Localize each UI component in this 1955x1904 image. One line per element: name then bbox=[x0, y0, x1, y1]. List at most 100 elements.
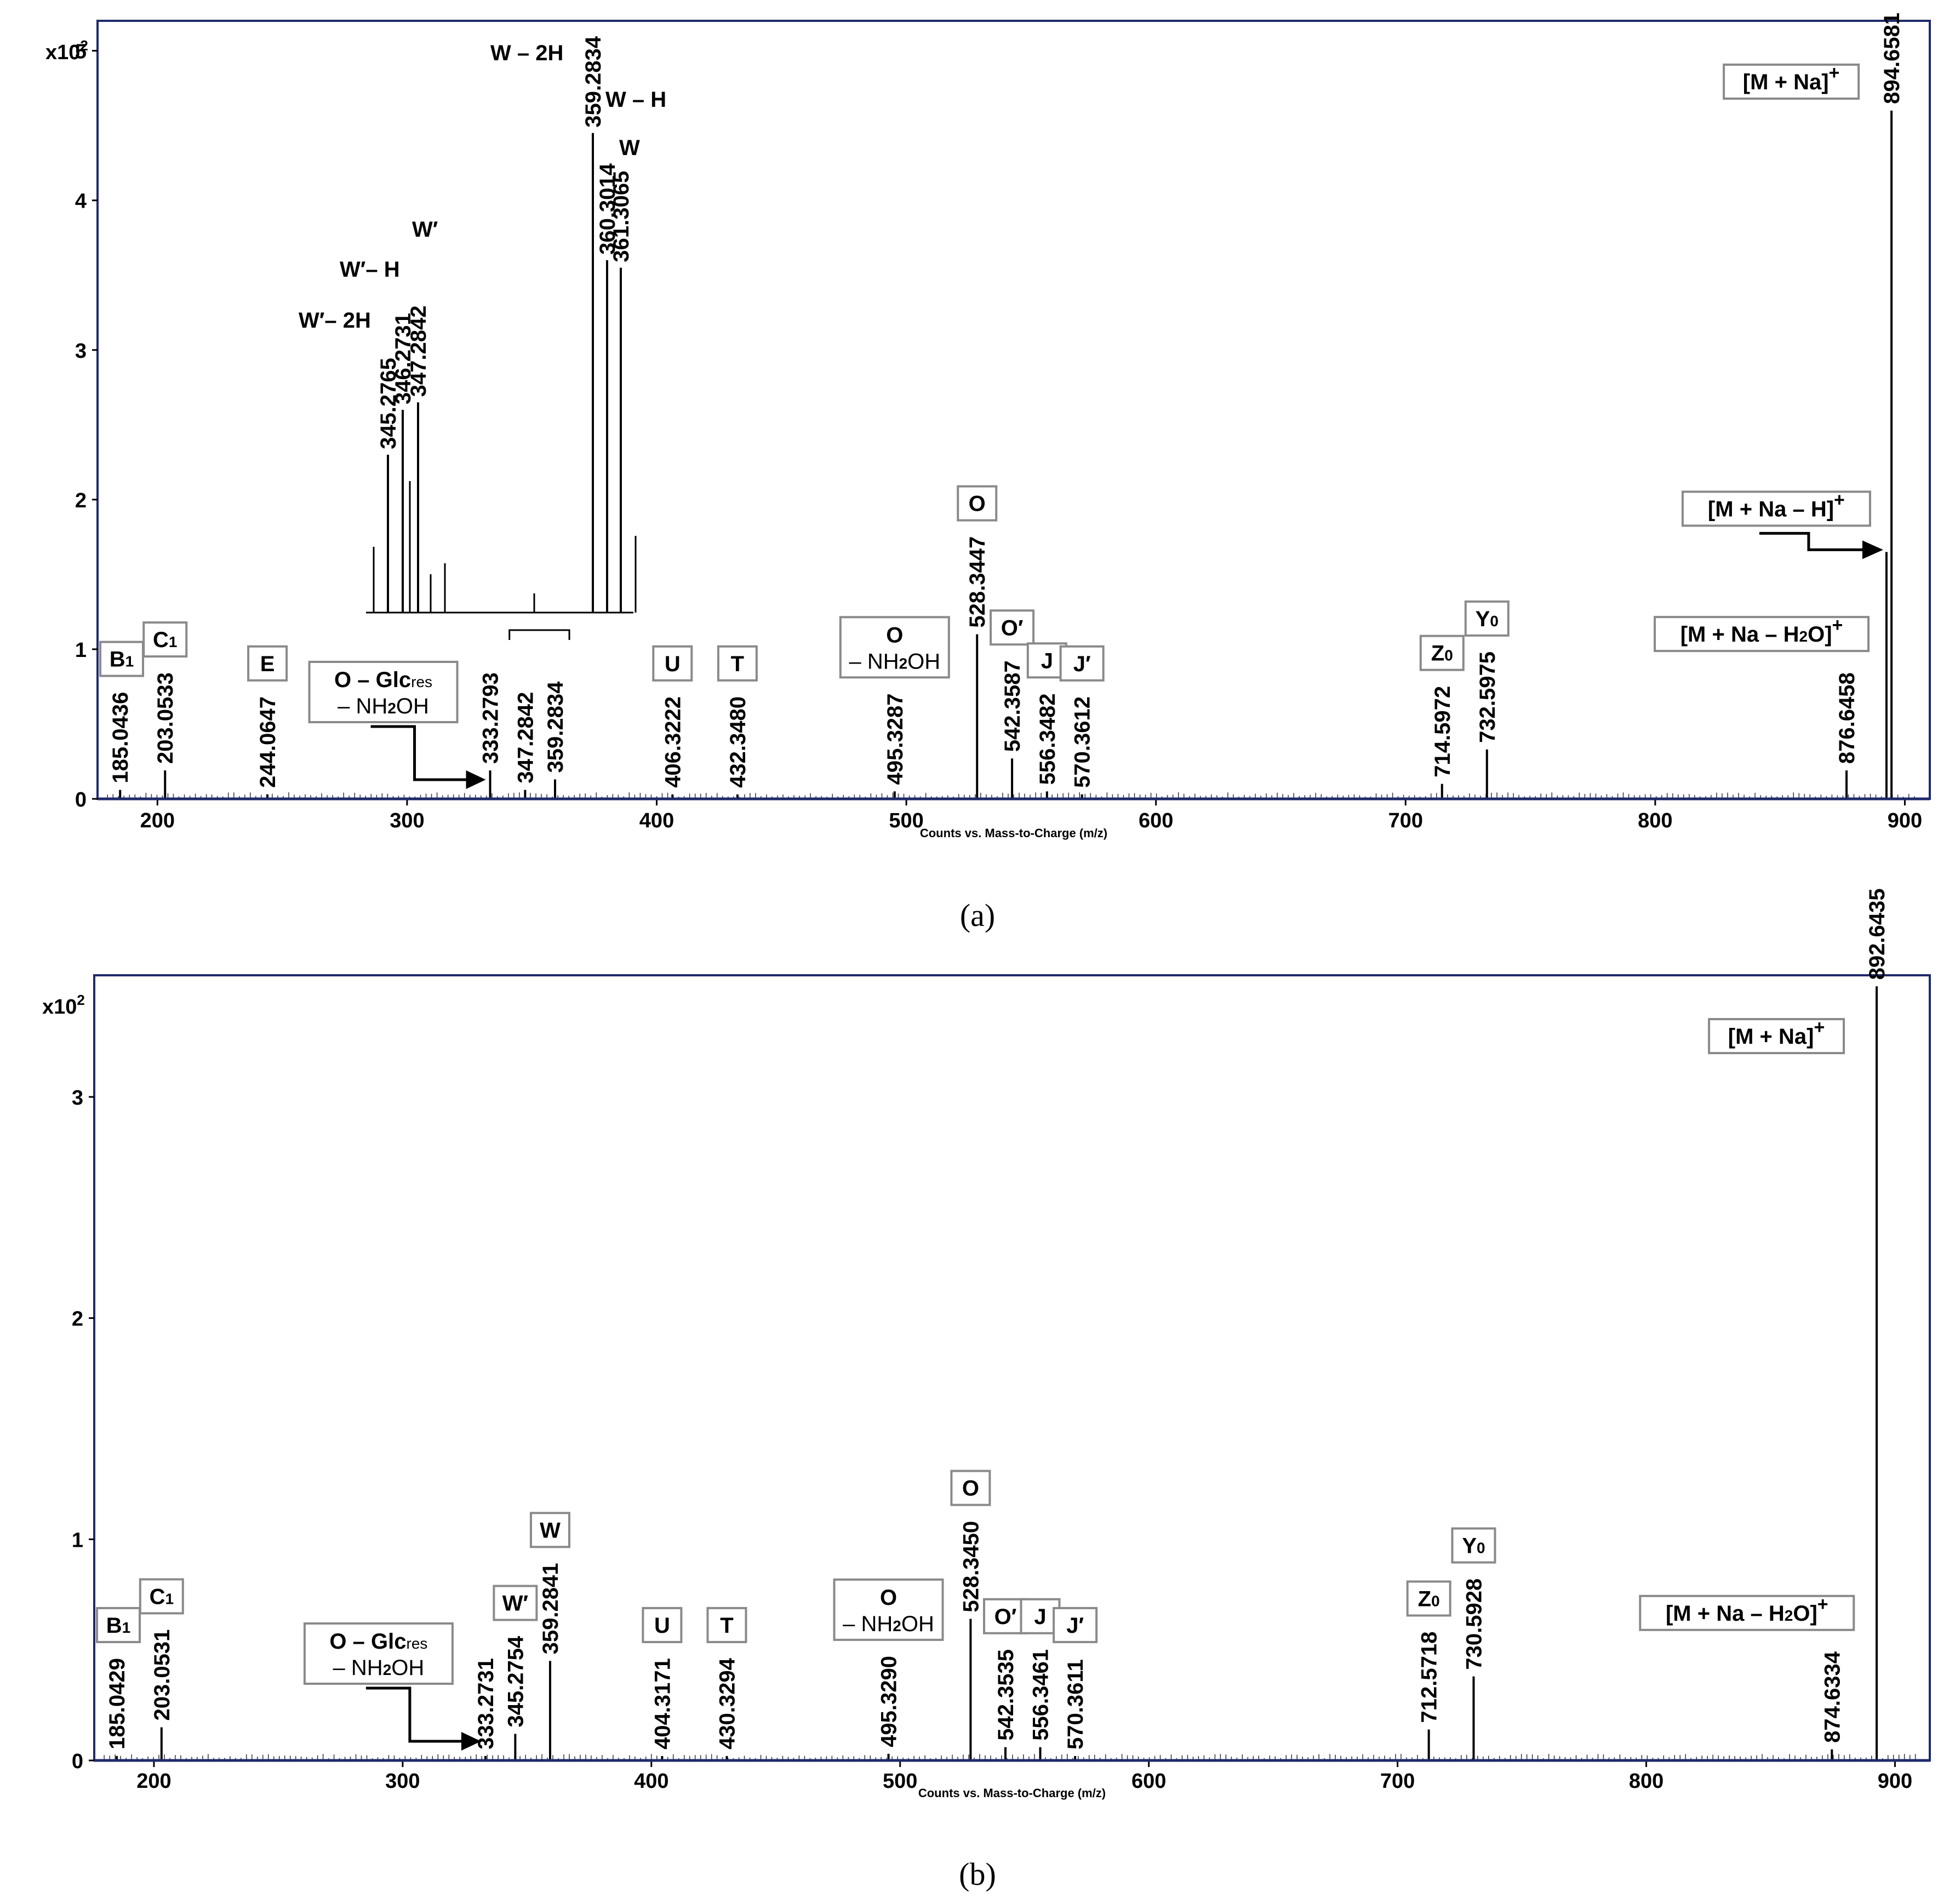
ion-label-text: Z0 bbox=[1418, 1587, 1440, 1611]
ion-label-box bbox=[1059, 645, 1105, 682]
ion-label-text: O bbox=[962, 1477, 979, 1501]
y-tick-label: 4 bbox=[75, 190, 87, 213]
arrow-head-icon bbox=[1862, 540, 1883, 559]
ion-label-text: J bbox=[1034, 1605, 1046, 1629]
ion-label-box bbox=[1406, 1580, 1451, 1617]
peak-mz-label: 570.3611 bbox=[1064, 1659, 1088, 1749]
ion-label-text: U bbox=[654, 1614, 670, 1638]
ion-label-text: – NH2OH bbox=[849, 649, 940, 673]
ion-label-box bbox=[1639, 1594, 1855, 1631]
x-tick-label: 800 bbox=[1638, 809, 1672, 832]
ion-label-box bbox=[1708, 1018, 1845, 1054]
ion-label-box bbox=[1681, 490, 1871, 527]
ion-label-box bbox=[308, 661, 459, 723]
ion-label-box bbox=[139, 1578, 184, 1615]
ion-label-text: C1 bbox=[153, 628, 177, 652]
peak-mz-label: 430.3294 bbox=[715, 1657, 739, 1749]
peak-mz-label: 556.3461 bbox=[1029, 1649, 1053, 1741]
ion-label-box bbox=[717, 645, 758, 682]
ion-label-box bbox=[706, 1606, 747, 1643]
x-tick-label: 600 bbox=[1139, 809, 1173, 832]
ion-label-box bbox=[957, 485, 998, 522]
peak-mz-label: 185.0436 bbox=[108, 692, 133, 784]
peak-mz-label: 556.3482 bbox=[1036, 694, 1060, 785]
ion-label-text: Y0 bbox=[1462, 1534, 1485, 1558]
x-tick-label: 300 bbox=[390, 809, 424, 832]
ion-label-text: – NH2OH bbox=[338, 694, 429, 718]
inset-peak-label: 361.3065 bbox=[609, 171, 633, 262]
ion-label-box bbox=[950, 1470, 991, 1506]
caption-b: (b) bbox=[959, 1856, 996, 1892]
ion-label-text: [M + Na – H2O]+ bbox=[1666, 1594, 1828, 1626]
peak-mz-label: 732.5975 bbox=[1476, 651, 1500, 743]
peak-mz-label: 203.0533 bbox=[153, 672, 178, 764]
ion-label-text: J′ bbox=[1066, 1614, 1084, 1638]
inset-ion-label: W – H bbox=[605, 88, 666, 112]
inset-ion-label: W′– H bbox=[340, 258, 400, 282]
y-multiplier-label: x102 bbox=[42, 992, 85, 1019]
inset-ion-label: W bbox=[619, 136, 640, 160]
peak-mz-label: 570.3612 bbox=[1071, 696, 1095, 788]
x-tick-label: 800 bbox=[1629, 1770, 1664, 1793]
x-tick-label: 200 bbox=[136, 1770, 171, 1793]
x-tick-label: 700 bbox=[1388, 809, 1423, 832]
peak-mz-label: 244.0647 bbox=[256, 696, 280, 788]
ion-label-text: B1 bbox=[106, 1614, 130, 1638]
ion-label-text: U bbox=[665, 652, 681, 676]
ion-label-box bbox=[1053, 1606, 1098, 1643]
inset-peak-label: 347.2842 bbox=[407, 306, 431, 397]
ion-label-text: O bbox=[969, 492, 986, 516]
ion-label-box bbox=[1451, 1527, 1496, 1564]
ion-label-text: Y0 bbox=[1476, 607, 1499, 631]
x-tick-label: 900 bbox=[1878, 1770, 1912, 1793]
peak-mz-label: 333.2793 bbox=[479, 672, 503, 764]
ion-label-box bbox=[642, 1606, 683, 1643]
ion-label-text: B1 bbox=[110, 648, 134, 672]
peak-mz-label: 495.3287 bbox=[883, 694, 907, 785]
ion-label-box bbox=[1723, 64, 1860, 100]
inset-zoom-bracket bbox=[508, 629, 570, 640]
peak-mz-label: 528.3447 bbox=[965, 536, 990, 628]
inset-ion-label: W′ bbox=[412, 218, 438, 242]
peak-mz-label: 542.3535 bbox=[994, 1649, 1018, 1741]
y-tick-label: 3 bbox=[75, 340, 87, 363]
y-tick-label: 1 bbox=[72, 1529, 83, 1552]
ion-label-box bbox=[303, 1622, 454, 1685]
inset-peak-label: 360.3014 bbox=[596, 163, 620, 255]
ion-label-text: T bbox=[720, 1614, 733, 1638]
y-multiplier-label: x102 bbox=[45, 37, 88, 64]
y-tick-label: 2 bbox=[75, 489, 87, 512]
peak-mz-label: 714.5972 bbox=[1431, 686, 1455, 777]
ion-label-text: [M + Na – H]+ bbox=[1708, 489, 1845, 521]
ion-label-text: O′ bbox=[994, 1605, 1017, 1629]
ion-label-box bbox=[493, 1585, 538, 1621]
ion-label-box bbox=[652, 645, 693, 682]
ion-label-box bbox=[529, 1512, 570, 1548]
ion-label-box bbox=[142, 621, 188, 658]
ion-label-text: J bbox=[1041, 649, 1053, 673]
x-axis-title: Counts vs. Mass-to-Charge (m/z) bbox=[920, 826, 1107, 840]
ion-label-text: O – Glcres bbox=[334, 668, 432, 692]
peak-mz-label: 185.0429 bbox=[105, 1658, 129, 1749]
caption-a: (a) bbox=[960, 897, 995, 933]
peak-mz-label: 345.2754 bbox=[504, 1636, 528, 1728]
y-tick-label: 5 bbox=[75, 41, 87, 64]
panel-b-spectrum: 0 1 2 3 x102 200 300 400 500 600 700 800 900 Counts v… bbox=[42, 888, 1931, 1800]
x-tick-label: 400 bbox=[634, 1770, 668, 1793]
x-tick-label: 400 bbox=[639, 809, 674, 832]
ion-label-text: O′ bbox=[1001, 616, 1024, 640]
ion-label-text: J′ bbox=[1073, 652, 1091, 676]
ion-label-text: Z0 bbox=[1431, 642, 1453, 666]
x-tick-label: 500 bbox=[889, 809, 923, 832]
peak-mz-label: 730.5928 bbox=[1462, 1579, 1486, 1670]
peak-mz-label: 892.6435 bbox=[1865, 888, 1889, 980]
peak-mz-label: 528.3450 bbox=[959, 1521, 983, 1613]
ion-label-text: [M + Na – H2O]+ bbox=[1680, 615, 1843, 647]
peak-mz-label: 404.3171 bbox=[650, 1658, 674, 1749]
peak-mz-label: 347.2842 bbox=[513, 692, 538, 784]
peak-mz-label: 712.5718 bbox=[1417, 1632, 1442, 1723]
x-tick-label: 700 bbox=[1380, 1770, 1415, 1793]
ion-label-text: W′ bbox=[502, 1592, 528, 1616]
peak-mz-label: 876.6458 bbox=[1835, 672, 1859, 764]
